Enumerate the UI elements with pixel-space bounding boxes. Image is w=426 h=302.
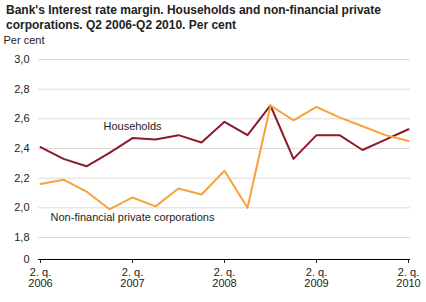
svg-text:2,6: 2,6 (14, 112, 29, 124)
svg-text:2. q.2008: 2. q.2008 (212, 266, 236, 289)
svg-text:1,8: 1,8 (14, 231, 29, 243)
svg-text:Households: Households (103, 120, 162, 132)
svg-text:2,0: 2,0 (14, 201, 29, 213)
svg-text:Non-financial private corporat: Non-financial private corporations (51, 211, 215, 223)
svg-text:2,8: 2,8 (14, 83, 29, 95)
svg-text:0: 0 (23, 253, 29, 265)
svg-text:2,4: 2,4 (14, 142, 29, 154)
html-text:Bank's Interest rate margin. H: Bank's Interest rate margin. Households … (6, 3, 381, 32)
svg-text:2. q.2009: 2. q.2009 (304, 266, 328, 289)
svg-text:2. q.2007: 2. q.2007 (120, 266, 144, 289)
svg-text:2,2: 2,2 (14, 172, 29, 184)
svg-text:3,0: 3,0 (14, 53, 29, 65)
svg-text:2. q.2010: 2. q.2010 (396, 266, 420, 289)
svg-text:Per cent: Per cent (4, 34, 45, 46)
svg-text:2. q.2006: 2. q.2006 (28, 266, 52, 289)
